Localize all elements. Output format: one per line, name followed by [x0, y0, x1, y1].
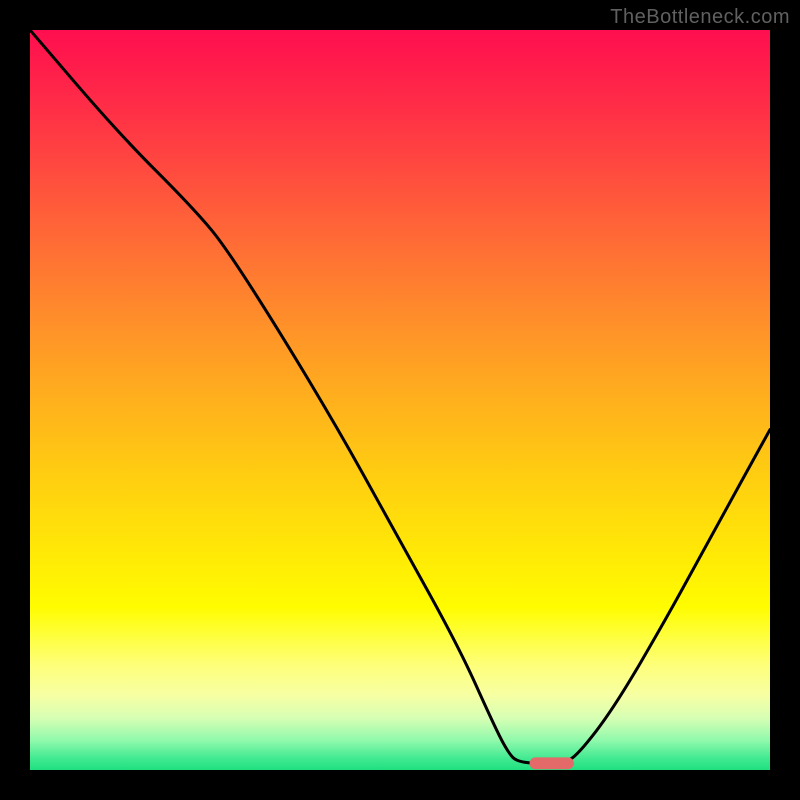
- curve-layer: [30, 30, 770, 770]
- optimal-marker: [530, 757, 574, 769]
- bottleneck-curve: [30, 30, 770, 763]
- plot-area: [30, 30, 770, 770]
- watermark-text: TheBottleneck.com: [610, 6, 790, 29]
